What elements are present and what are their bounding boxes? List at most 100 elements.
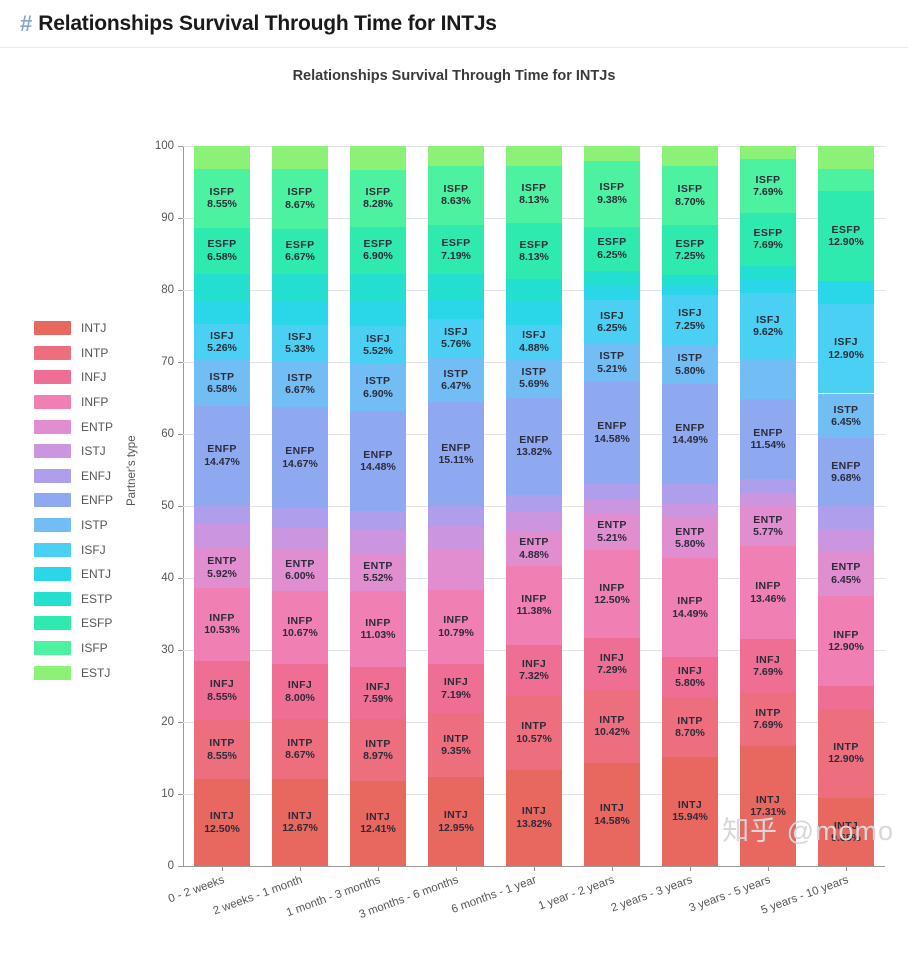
legend-item-entj[interactable]: ENTJ [34,562,154,587]
bar-segment[interactable]: ISFJ 6.25% [584,300,640,345]
bar-segment[interactable]: ISFJ 5.26% [194,323,250,361]
bar-segment[interactable]: INFJ 8.00% [272,664,328,720]
bar-segment[interactable]: ENFP 11.54% [740,399,796,480]
bar-segment[interactable]: INTP 8.67% [272,719,328,779]
bar-column[interactable]: INTJ 9.68% INTP 12.90% INFP 12.90% ENTP 6.45% EN… [818,146,874,866]
bar-segment[interactable]: INFJ 7.69% [740,639,796,693]
bar-segment[interactable]: ISFJ 12.90% [818,303,874,394]
bar-segment[interactable] [818,528,874,552]
bar-segment[interactable]: INTJ 17.31% [740,745,796,866]
bar-segment[interactable]: ISFJ 5.76% [428,318,484,359]
bar-segment[interactable]: INTJ 9.68% [818,798,874,866]
legend-item-esfp[interactable]: ESFP [34,611,154,636]
bar-segment[interactable] [584,270,640,286]
bar-segment[interactable] [662,146,718,166]
bar-segment[interactable] [194,273,250,301]
bar-segment[interactable]: ENTP 6.45% [818,551,874,597]
bar-segment[interactable]: ENFP 14.49% [662,384,718,484]
bar-segment[interactable]: ENFP 14.67% [272,407,328,509]
legend-item-estj[interactable]: ESTJ [34,660,154,685]
bar-segment[interactable] [506,301,562,325]
bar-segment[interactable]: ENTP 5.21% [584,513,640,551]
bar-segment[interactable]: ISTP 6.58% [194,360,250,406]
bar-segment[interactable] [818,686,874,709]
bar-segment[interactable]: INTP 8.70% [662,697,718,757]
bar-segment[interactable] [272,301,328,325]
bar-segment[interactable]: INTP 10.57% [506,695,562,770]
bar-segment[interactable]: ISFP 7.69% [740,159,796,213]
bar-segment[interactable]: INFP 10.53% [194,588,250,661]
bar-segment[interactable] [194,506,250,525]
bar-segment[interactable]: INTP 8.55% [194,720,250,780]
bar-segment[interactable]: INFP 10.67% [272,590,328,665]
bar-segment[interactable]: ISFP 8.67% [272,168,328,229]
legend-item-isfp[interactable]: ISFP [34,636,154,661]
bar-segment[interactable]: ENFP 13.82% [506,398,562,495]
bar-segment[interactable]: ENFP 9.68% [818,438,874,506]
bar-segment[interactable]: INTJ 12.95% [428,777,484,866]
bar-segment[interactable]: INFP 12.90% [818,596,874,686]
bar-segment[interactable]: ISFJ 7.25% [662,295,718,345]
bar-segment[interactable]: INTJ 14.58% [584,763,640,866]
bar-segment[interactable]: INFJ 5.80% [662,657,718,698]
bar-segment[interactable]: ESFP 6.58% [194,228,250,274]
bar-segment[interactable]: ENFP 14.58% [584,381,640,484]
bar-segment[interactable]: INTP 7.69% [740,692,796,746]
bar-segment[interactable] [272,508,328,527]
bar-segment[interactable]: ESFP 6.90% [350,226,406,274]
bar-segment[interactable] [428,525,484,551]
legend-item-intj[interactable]: INTJ [34,316,154,341]
bar-column[interactable]: INTJ 12.95% INTP 9.35% INFJ 7.19% INFP 10.79% EN… [428,146,484,866]
bar-segment[interactable] [740,279,796,293]
bar-segment[interactable] [662,285,718,295]
bar-segment[interactable]: ISTP 6.45% [818,393,874,439]
bar-segment[interactable] [818,168,874,192]
bar-segment[interactable]: INFP 12.50% [584,550,640,639]
bar-segment[interactable]: INTJ 12.41% [350,780,406,866]
bar-segment[interactable]: INFP 11.38% [506,565,562,645]
bar-segment[interactable]: ESFP 7.25% [662,225,718,276]
bar-segment[interactable]: INFP 13.46% [740,545,796,640]
bar-segment[interactable] [428,506,484,526]
bar-segment[interactable]: ISFJ 4.88% [506,324,562,359]
bar-segment[interactable]: ESFP 7.69% [740,212,796,266]
legend-item-entp[interactable]: ENTP [34,414,154,439]
bar-segment[interactable]: INFP 11.03% [350,591,406,668]
bar-segment[interactable] [818,506,874,529]
bar-segment[interactable] [584,285,640,301]
bar-segment[interactable]: INTJ 15.94% [662,756,718,866]
bar-segment[interactable]: INTJ 12.50% [194,779,250,866]
bar-segment[interactable]: ISTP 5.21% [584,344,640,382]
bar-segment[interactable]: ISFP 8.63% [428,165,484,225]
bar-segment[interactable]: ENTP 5.92% [194,547,250,588]
bar-segment[interactable] [428,146,484,166]
bar-segment[interactable]: ISTP 6.47% [428,358,484,403]
bar-segment[interactable]: ISTP 5.69% [506,358,562,399]
bar-segment[interactable] [740,492,796,506]
bar-column[interactable]: INTJ 12.50% INTP 8.55% INFJ 8.55% INFP 10.53% EN… [194,146,250,866]
bar-segment[interactable]: INFJ 7.29% [584,638,640,690]
bar-segment[interactable]: INTP 12.90% [818,708,874,799]
bar-segment[interactable] [350,529,406,554]
bar-column[interactable]: INTJ 12.67% INTP 8.67% INFJ 8.00% INFP 10.67% EN… [272,146,328,866]
bar-segment[interactable]: ISTP 6.67% [272,361,328,408]
bar-segment[interactable]: INFJ 8.55% [194,660,250,721]
legend-item-estp[interactable]: ESTP [34,587,154,612]
bar-segment[interactable]: ENFP 14.47% [194,405,250,506]
legend-item-istj[interactable]: ISTJ [34,439,154,464]
bar-segment[interactable]: INFJ 7.19% [428,663,484,714]
bar-segment[interactable]: ESFP 7.19% [428,224,484,275]
bar-segment[interactable] [506,146,562,166]
bar-segment[interactable]: INFP 14.49% [662,558,718,658]
legend-item-intp[interactable]: INTP [34,341,154,366]
bar-segment[interactable] [662,503,718,519]
bar-segment[interactable]: ISFP 8.70% [662,165,718,226]
bar-segment[interactable] [272,146,328,169]
bar-segment[interactable] [740,359,796,400]
bar-segment[interactable]: ESFP 6.25% [584,226,640,271]
bar-segment[interactable] [350,302,406,327]
bar-segment[interactable]: ISTP 6.90% [350,363,406,412]
bar-segment[interactable] [584,483,640,499]
bar-column[interactable]: INTJ 13.82% INTP 10.57% INFJ 7.32% INFP 11.38% E… [506,146,562,866]
bar-segment[interactable]: INTJ 13.82% [506,769,562,866]
